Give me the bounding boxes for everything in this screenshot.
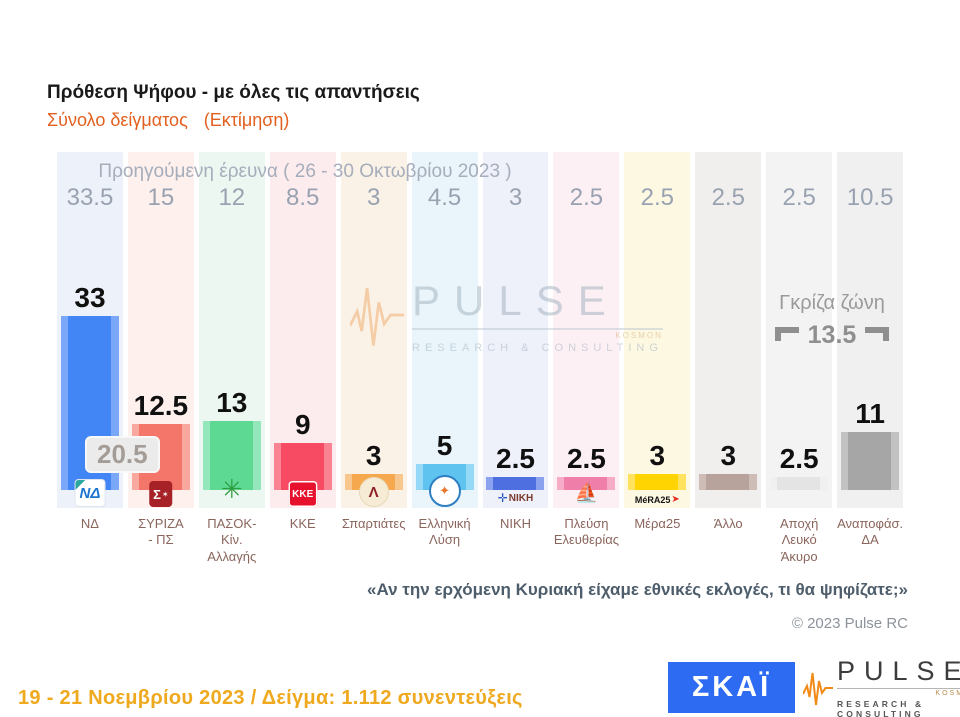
- column-plefsi-eleftherias: 2.5 2.5 ⛵ Πλεύση Ελευθερίας: [553, 152, 620, 547]
- previous-value-elliniki-lysi: 4.5: [427, 184, 462, 211]
- value-label-syriza-ps: 12.5: [133, 390, 189, 421]
- gray-zone-value: 13.5: [807, 321, 857, 349]
- party-label-pasok: ΠΑΣΟΚ-Κίν. Αλλαγής: [207, 516, 257, 564]
- value-label-kke: 9: [294, 409, 311, 440]
- logo-glyph: ΚΚΕ: [292, 488, 314, 500]
- vote-intention-chart: 33.5 33 ΝΔ ΝΔ 15 12.5 Σ ✶ ΣΥΡΙΖΑ - ΠΣ 12 13 ✳ ΠΑΣΟΚ-…: [57, 152, 903, 564]
- party-label-nd: ΝΔ: [80, 516, 99, 531]
- previous-value-apochi-lefko-akyro: 2.5: [782, 184, 816, 211]
- party-label-elliniki-lysi: Ελληνική Λύση: [418, 516, 471, 548]
- previous-value-nd: 33.5: [66, 184, 114, 211]
- survey-question: «Αν την ερχόμενη Κυριακή είχαμε εθνικές …: [367, 580, 908, 599]
- logo-glyph: ⛵: [574, 483, 599, 504]
- elliniki-lysi-logo: ✦: [428, 475, 461, 507]
- nd-lead-box: 20.5: [85, 436, 160, 473]
- value-label-spartiates: 3: [365, 440, 382, 471]
- party-label-kke: ΚΚΕ: [289, 516, 316, 531]
- bar-plefsi-eleftherias: [557, 477, 616, 490]
- logo-glyph: ✶: [161, 489, 169, 499]
- column-niki: 3 2.5 ✛ ΝΙΚΗ ΝΙΚΗ: [482, 152, 549, 531]
- party-label-spartiates: Σπαρτιάτες: [341, 516, 406, 531]
- pulse-logo-tag: KOSMON: [935, 690, 960, 697]
- logo-glyph: Λ: [368, 483, 379, 501]
- logo-glyph: ✛: [497, 491, 508, 505]
- gray-zone-label: Γκρίζα ζώνη: [779, 292, 885, 314]
- previous-value-anapofasistoi-da: 10.5: [846, 184, 894, 211]
- previous-value-niki: 3: [508, 184, 523, 211]
- logo-glyph: Σ: [153, 486, 161, 502]
- subtitle-sample: Σύνολο δείγματος: [47, 110, 188, 130]
- previous-value-pasok: 12: [218, 184, 246, 211]
- value-label-allo: 3: [720, 440, 737, 471]
- nd-logo: ΝΔ: [74, 479, 106, 507]
- gray-zone-bracket-right: [865, 327, 890, 341]
- bar-allo: [699, 474, 758, 490]
- pulse-logo-brand: PULSE: [837, 656, 960, 689]
- mera25-logo: MéRA25 ➤: [631, 492, 684, 507]
- kke-logo: ΚΚΕ: [288, 481, 318, 507]
- previous-survey-header: Προηγούμενη έρευνα ( 26 - 30 Οκτωβρίου 2…: [98, 161, 512, 182]
- copyright: © 2023 Pulse RC: [791, 615, 908, 632]
- pulse-waveform-icon: [803, 672, 834, 705]
- pulse-logo-sub: RESEARCH & CONSULTING: [837, 699, 925, 717]
- column-elliniki-lysi: 4.5 5 ✦ Ελληνική Λύση: [411, 152, 478, 547]
- previous-value-syriza-ps: 15: [147, 184, 175, 211]
- value-label-nd: 33: [74, 282, 106, 313]
- pulse-logo: PULSE KOSMON RESEARCH & CONSULTING: [803, 656, 960, 717]
- logo-glyph: ✦: [439, 483, 451, 498]
- party-label-allo: Άλλο: [713, 516, 743, 531]
- value-label-elliniki-lysi: 5: [436, 430, 453, 461]
- syriza-ps-logo: Σ ✶: [149, 481, 173, 507]
- previous-value-spartiates: 3: [366, 184, 381, 211]
- logo-glyph: ➤: [671, 494, 680, 505]
- bar-pasok: [202, 421, 261, 490]
- column-mera25: 2.5 3 MéRA25 ➤ Μέρα25: [624, 152, 691, 531]
- column-pasok: 12 13 ✳ ΠΑΣΟΚ-Κίν. Αλλαγής: [198, 152, 265, 564]
- previous-value-kke: 8.5: [286, 184, 320, 211]
- niki-logo: ✛ ΝΙΚΗ: [494, 489, 538, 507]
- fieldwork-dates: 19 - 21 Νοεμβρίου 2023 / Δείγμα: 1.112 σ…: [18, 687, 523, 709]
- previous-value-allo: 2.5: [711, 184, 745, 211]
- party-label-plefsi-eleftherias: Πλεύση Ελευθερίας: [553, 516, 619, 548]
- column-nd: 33.5 33 ΝΔ ΝΔ: [57, 152, 123, 531]
- value-label-anapofasistoi-da: 11: [855, 398, 885, 429]
- party-label-apochi-lefko-akyro: Αποχή Λευκό Άκυρο: [779, 516, 819, 564]
- column-apochi-lefko-akyro: 2.5 2.5 Αποχή Λευκό Άκυρο: [766, 152, 833, 564]
- party-label-niki: ΝΙΚΗ: [499, 516, 532, 531]
- subtitle: Σύνολο δείγματος (Εκτίμηση): [47, 110, 289, 131]
- gray-zone-annotation: Γκρίζα ζώνη 13.5: [751, 292, 913, 347]
- bar-apochi-lefko-akyro: [770, 477, 829, 490]
- party-label-mera25: Μέρα25: [634, 516, 681, 531]
- skai-logo: ΣΚΑΪ: [668, 662, 795, 713]
- previous-value-mera25: 2.5: [640, 184, 675, 211]
- value-label-niki: 2.5: [496, 443, 535, 474]
- party-label-syriza-ps: ΣΥΡΙΖΑ - ΠΣ: [138, 516, 184, 548]
- logo-glyph: ✳: [220, 474, 243, 504]
- logo-glyph: ΝΔ: [79, 484, 101, 502]
- subtitle-note: (Εκτίμηση): [203, 110, 290, 130]
- value-label-mera25: 3: [649, 440, 666, 471]
- previous-value-plefsi-eleftherias: 2.5: [569, 184, 604, 211]
- value-label-pasok: 13: [216, 387, 248, 418]
- column-allo: 2.5 3 Άλλο: [695, 152, 762, 531]
- pasok-logo: ✳: [217, 472, 247, 507]
- plefsi-eleftherias-logo: ⛵: [571, 479, 603, 507]
- logo-glyph: MéRA25: [634, 494, 671, 505]
- bar-anapofasistoi-da: [841, 432, 900, 490]
- value-label-apochi-lefko-akyro: 2.5: [779, 443, 819, 474]
- value-label-plefsi-eleftherias: 2.5: [566, 443, 606, 474]
- bar-niki: [486, 477, 545, 490]
- column-kke: 8.5 9 ΚΚΕ ΚΚΕ: [269, 152, 336, 531]
- page-title: Πρόθεση Ψήφου - με όλες τις απαντήσεις: [47, 82, 420, 103]
- spartiates-logo: Λ: [358, 477, 389, 507]
- gray-zone-bracket-left: [774, 327, 799, 341]
- logo-glyph: ΝΙΚΗ: [508, 492, 534, 504]
- bar-mera25: [628, 474, 687, 490]
- party-label-anapofasistoi-da: Αναποφάσ. ΔΑ: [837, 516, 904, 548]
- column-spartiates: 3 3 Λ Σπαρτιάτες: [340, 152, 407, 531]
